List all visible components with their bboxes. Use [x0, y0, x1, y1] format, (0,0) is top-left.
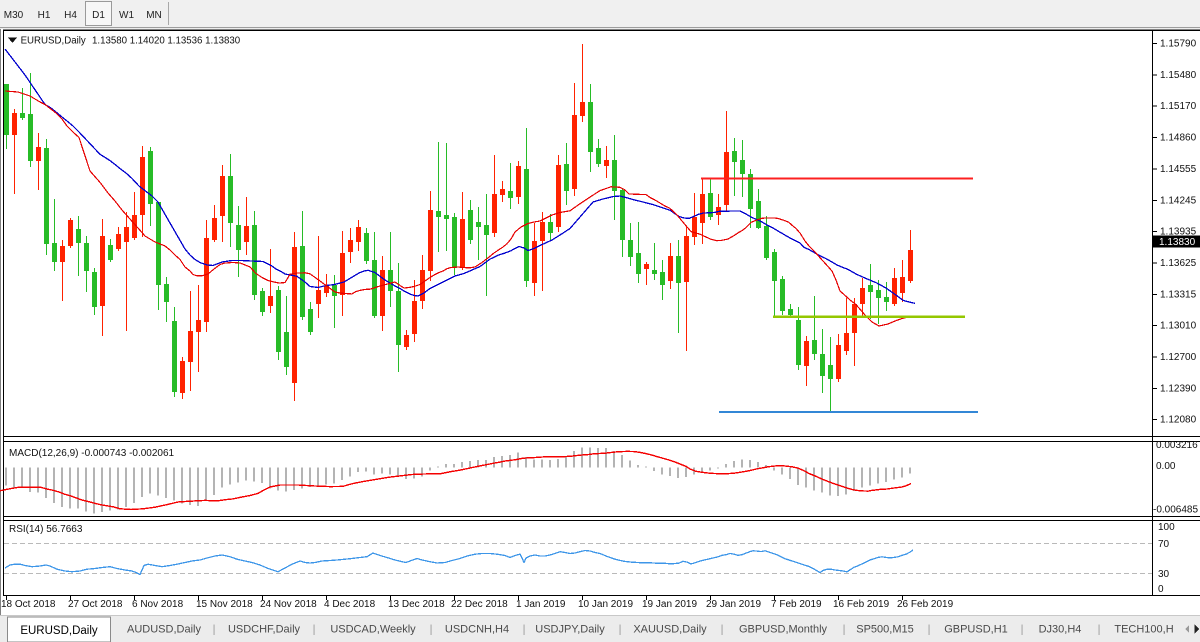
- svg-text:-0.006485: -0.006485: [1153, 505, 1198, 516]
- svg-text:EURUSD,Daily: EURUSD,Daily: [21, 36, 86, 47]
- svg-text:22 Dec 2018: 22 Dec 2018: [451, 599, 508, 610]
- svg-text:1.13580 1.14020 1.13536 1.1383: 1.13580 1.14020 1.13536 1.13830: [92, 36, 241, 47]
- svg-text:1.13625: 1.13625: [1160, 258, 1197, 269]
- svg-text:TECH100,H: TECH100,H: [1114, 624, 1173, 636]
- svg-text:GBPUSD,Monthly: GBPUSD,Monthly: [739, 624, 828, 636]
- svg-text:24 Nov 2018: 24 Nov 2018: [260, 599, 317, 610]
- svg-text:26 Feb 2019: 26 Feb 2019: [897, 599, 954, 610]
- svg-text:16 Feb 2019: 16 Feb 2019: [833, 599, 890, 610]
- svg-text:1.12080: 1.12080: [1160, 415, 1197, 426]
- svg-text:10 Jan 2019: 10 Jan 2019: [578, 599, 633, 610]
- svg-text:1.13935: 1.13935: [1160, 227, 1197, 238]
- svg-text:7 Feb 2019: 7 Feb 2019: [771, 599, 822, 610]
- svg-text:USDCHF,Daily: USDCHF,Daily: [228, 624, 301, 636]
- svg-text:M30: M30: [4, 10, 24, 21]
- svg-text:0: 0: [1158, 584, 1164, 595]
- svg-text:USDCNH,H4: USDCNH,H4: [445, 624, 509, 636]
- svg-text:|: |: [313, 624, 316, 636]
- svg-text:15 Nov 2018: 15 Nov 2018: [196, 599, 253, 610]
- svg-text:|: |: [928, 624, 931, 636]
- svg-text:1.13315: 1.13315: [1160, 289, 1197, 300]
- svg-text:|: |: [843, 624, 846, 636]
- svg-text:0.00: 0.00: [1156, 461, 1176, 472]
- svg-text:|: |: [1098, 624, 1101, 636]
- svg-text:USDJPY,Daily: USDJPY,Daily: [535, 624, 605, 636]
- svg-text:1.12700: 1.12700: [1160, 352, 1197, 363]
- svg-text:|: |: [523, 624, 526, 636]
- svg-text:MACD(12,26,9) -0.000743 -0.002: MACD(12,26,9) -0.000743 -0.002061: [9, 448, 175, 459]
- svg-text:EURUSD,Daily: EURUSD,Daily: [20, 625, 98, 637]
- svg-text:|: |: [721, 624, 724, 636]
- svg-text:0.003216: 0.003216: [1156, 440, 1198, 451]
- svg-text:W1: W1: [119, 10, 134, 21]
- svg-text:SP500,M15: SP500,M15: [856, 624, 913, 636]
- svg-text:27 Oct 2018: 27 Oct 2018: [68, 599, 123, 610]
- svg-text:USDCAD,Weekly: USDCAD,Weekly: [330, 624, 416, 636]
- svg-text:D1: D1: [92, 10, 105, 21]
- svg-text:100: 100: [1158, 522, 1175, 533]
- svg-text:H1: H1: [38, 10, 51, 21]
- svg-text:1 Jan 2019: 1 Jan 2019: [516, 599, 566, 610]
- svg-text:13 Dec 2018: 13 Dec 2018: [388, 599, 445, 610]
- svg-text:1.14555: 1.14555: [1160, 164, 1197, 175]
- svg-text:4 Dec 2018: 4 Dec 2018: [324, 599, 376, 610]
- svg-text:1.15480: 1.15480: [1160, 70, 1197, 81]
- svg-text:30: 30: [1158, 569, 1170, 580]
- svg-text:|: |: [430, 624, 433, 636]
- svg-text:|: |: [619, 624, 622, 636]
- svg-text:1.12390: 1.12390: [1160, 383, 1197, 394]
- svg-text:1.15790: 1.15790: [1160, 39, 1197, 50]
- svg-text:|: |: [213, 624, 216, 636]
- svg-text:GBPUSD,H1: GBPUSD,H1: [944, 624, 1008, 636]
- svg-text:19 Jan 2019: 19 Jan 2019: [642, 599, 697, 610]
- svg-text:6 Nov 2018: 6 Nov 2018: [132, 599, 184, 610]
- svg-text:|: |: [1021, 624, 1024, 636]
- svg-text:29 Jan 2019: 29 Jan 2019: [706, 599, 761, 610]
- svg-text:70: 70: [1158, 539, 1170, 550]
- svg-text:18 Oct 2018: 18 Oct 2018: [1, 599, 56, 610]
- svg-text:AUDUSD,Daily: AUDUSD,Daily: [127, 624, 201, 636]
- svg-text:RSI(14) 56.7663: RSI(14) 56.7663: [9, 524, 83, 535]
- svg-text:XAUUSD,Daily: XAUUSD,Daily: [633, 624, 707, 636]
- svg-text:1.13830: 1.13830: [1159, 237, 1196, 248]
- svg-text:MN: MN: [146, 10, 162, 21]
- svg-text:1.15170: 1.15170: [1160, 101, 1197, 112]
- svg-text:DJ30,H4: DJ30,H4: [1039, 624, 1082, 636]
- svg-text:1.14860: 1.14860: [1160, 133, 1197, 144]
- svg-text:1.14245: 1.14245: [1160, 195, 1197, 206]
- svg-text:H4: H4: [64, 10, 77, 21]
- svg-text:1.13010: 1.13010: [1160, 321, 1197, 332]
